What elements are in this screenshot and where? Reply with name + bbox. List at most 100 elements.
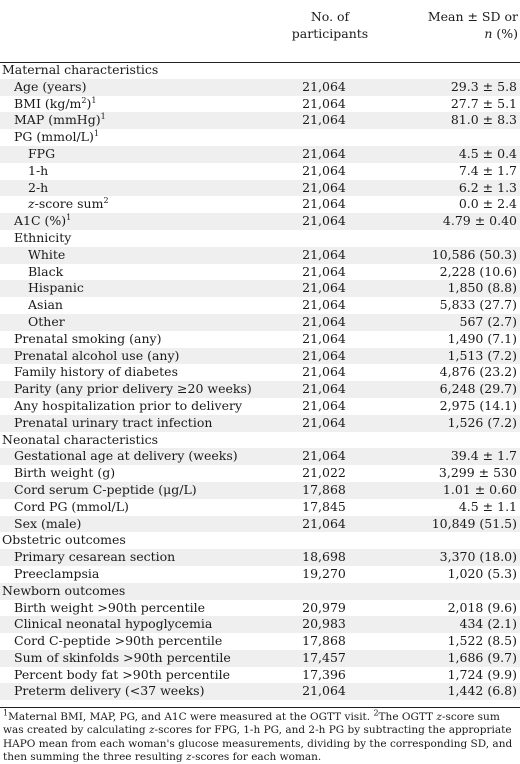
mean-sd-cell: 1,686 (9.7) [447,649,517,665]
row-label-text: 2-h [28,179,49,195]
row-label-text: Parity (any prior delivery ≥20 weeks) [14,381,252,397]
row-label: Black [28,264,63,281]
mean-sd-cell: 4.5 ± 0.4 [458,145,517,161]
row-label: Prenatal smoking (any) [14,331,161,348]
row-label-text: 1-h [28,162,49,178]
footnote-ref: 1 [93,129,99,139]
row-label-text: -score sum [34,196,104,212]
row-label-suffix: ) [86,95,92,111]
footnote-2-text-b: -score sum was created by calculating [3,711,500,737]
row-label: Preterm delivery (<37 weeks) [14,683,204,700]
table-row: Sex (male) 21,064 10,849 (51.5) [0,515,520,533]
mean-sd-cell: 29.3 ± 5.8 [450,78,517,94]
row-label: Prenatal urinary tract infection [14,415,212,432]
row-label-text: A1C (%) [14,213,67,229]
row-label: 1-h [28,163,48,180]
row-label-text: BMI (kg/m [14,95,82,111]
participants-cell: 21,064 [302,297,346,313]
table-body: Maternal characteristics Age (years) 21,06… [0,62,520,701]
footnote-1-text: Maternal BMI, MAP, PG, and A1C were meas… [8,711,374,723]
column-header-mean-n: n [484,26,493,41]
row-label-text: Cord C-peptide >90th percentile [14,633,223,649]
participants-cell: 21,064 [302,213,346,229]
mean-sd-cell: 1,724 (9.9) [447,666,517,682]
row-label: Sum of skinfolds >90th percentile [14,650,231,667]
participants-cell: 17,868 [302,633,346,649]
table-row: Black 21,064 2,228 (10.6) [0,264,520,281]
mean-sd-cell: 1.01 ± 0.60 [442,481,517,497]
mean-sd-cell: 10,849 (51.5) [431,515,517,531]
table-row: Ethnicity [0,230,520,247]
participants-cell: 17,868 [302,481,346,497]
footnote-2-z2: z [149,724,155,737]
row-label-text: Any hospitalization prior to delivery [14,397,243,413]
row-label-text: Neonatal characteristics [2,431,158,447]
row-label-text: Sex (male) [14,515,82,531]
row-label: Preeclampsia [14,566,99,583]
row-label-text: Hispanic [28,280,84,296]
row-label-text: Prenatal urinary tract infection [14,414,213,430]
mean-sd-cell: 39.4 ± 1.7 [450,448,517,464]
row-label-italic: z [28,196,35,212]
participants-cell: 21,064 [302,347,346,363]
table-row: Clinical neonatal hypoglycemia 20,983 434 … [0,616,520,634]
mean-sd-cell: 1,526 (7.2) [447,414,517,430]
table-row: Cord PG (mmol/L) 17,845 4.5 ± 1.1 [0,499,520,516]
row-label: Sex (male) [14,516,81,533]
table-row: Prenatal alcohol use (any) 21,064 1,513 (7… [0,347,520,365]
footnote-2-text-d: -scores for each woman. [191,750,322,763]
table-footnote: 1Maternal BMI, MAP, PG, and A1C were mea… [0,707,520,764]
row-label: Percent body fat >90th percentile [14,667,230,684]
table-row: Preterm delivery (<37 weeks) 21,064 1,442 … [0,683,520,701]
column-header-mean-sd: Mean ± SD or n (%) [398,8,518,42]
section-header-row: Neonatal characteristics [0,432,520,449]
row-label-text: Newborn outcomes [2,582,126,598]
row-label-text: Cord serum C-peptide (μg/L) [14,481,197,497]
participants-cell: 21,064 [302,364,346,380]
mean-sd-cell: 27.7 ± 5.1 [450,95,517,111]
row-label: Birth weight (g) [14,465,115,482]
row-label-text: Prenatal smoking (any) [14,330,162,346]
section-label: Neonatal characteristics [2,432,158,449]
participants-cell: 21,064 [302,246,346,262]
row-label-text: Cord PG (mmol/L) [14,498,129,514]
section-label: Newborn outcomes [2,583,125,600]
participants-cell: 18,698 [302,549,346,565]
participants-cell: 21,064 [302,330,346,346]
mean-sd-cell: 4.79 ± 0.40 [442,213,517,229]
row-label: Any hospitalization prior to delivery [14,398,242,415]
row-label-text: White [28,246,66,262]
row-label: FPG [28,146,55,163]
row-label-text: Preterm delivery (<37 weeks) [14,683,205,699]
participants-cell: 21,064 [302,78,346,94]
section-label: Obstetric outcomes [2,532,126,549]
section-header-row: Obstetric outcomes [0,532,520,549]
participants-cell: 21,064 [302,196,346,212]
row-label: MAP (mmHg)1 [14,112,106,129]
row-label: White [28,247,65,264]
table-row: Prenatal smoking (any) 21,064 1,490 (7.1) [0,331,520,348]
table-row: Cord C-peptide >90th percentile 17,868 1,5… [0,633,520,650]
footnote-2-text-a: The OGTT [378,711,437,723]
participants-cell: 20,979 [302,599,346,615]
row-label: Parity (any prior delivery ≥20 weeks) [14,381,252,398]
mean-sd-cell: 2,228 (10.6) [439,263,517,279]
mean-sd-cell: 6,248 (29.7) [439,381,517,397]
table-row: 2-h 21,064 6.2 ± 1.3 [0,179,520,197]
participants-cell: 21,064 [302,95,346,111]
participants-cell: 17,457 [302,649,346,665]
participants-cell: 21,064 [302,448,346,464]
row-label: Cord serum C-peptide (μg/L) [14,482,197,499]
table-row: Family history of diabetes 21,064 4,876 (2… [0,364,520,381]
participants-cell: 21,064 [302,263,346,279]
mean-sd-cell: 1,490 (7.1) [447,330,517,346]
mean-sd-cell: 1,442 (6.8) [447,683,517,699]
footnote-1-marker: 1 [3,708,9,718]
column-header-mean-line1: Mean ± SD or [427,9,518,24]
row-label-text: Percent body fat >90th percentile [14,666,230,682]
mean-sd-cell: 6.2 ± 1.3 [458,179,517,195]
table-row: z-score sum2 21,064 0.0 ± 2.4 [0,196,520,213]
row-label: Cord PG (mmol/L) [14,499,129,516]
participants-cell: 17,396 [302,666,346,682]
